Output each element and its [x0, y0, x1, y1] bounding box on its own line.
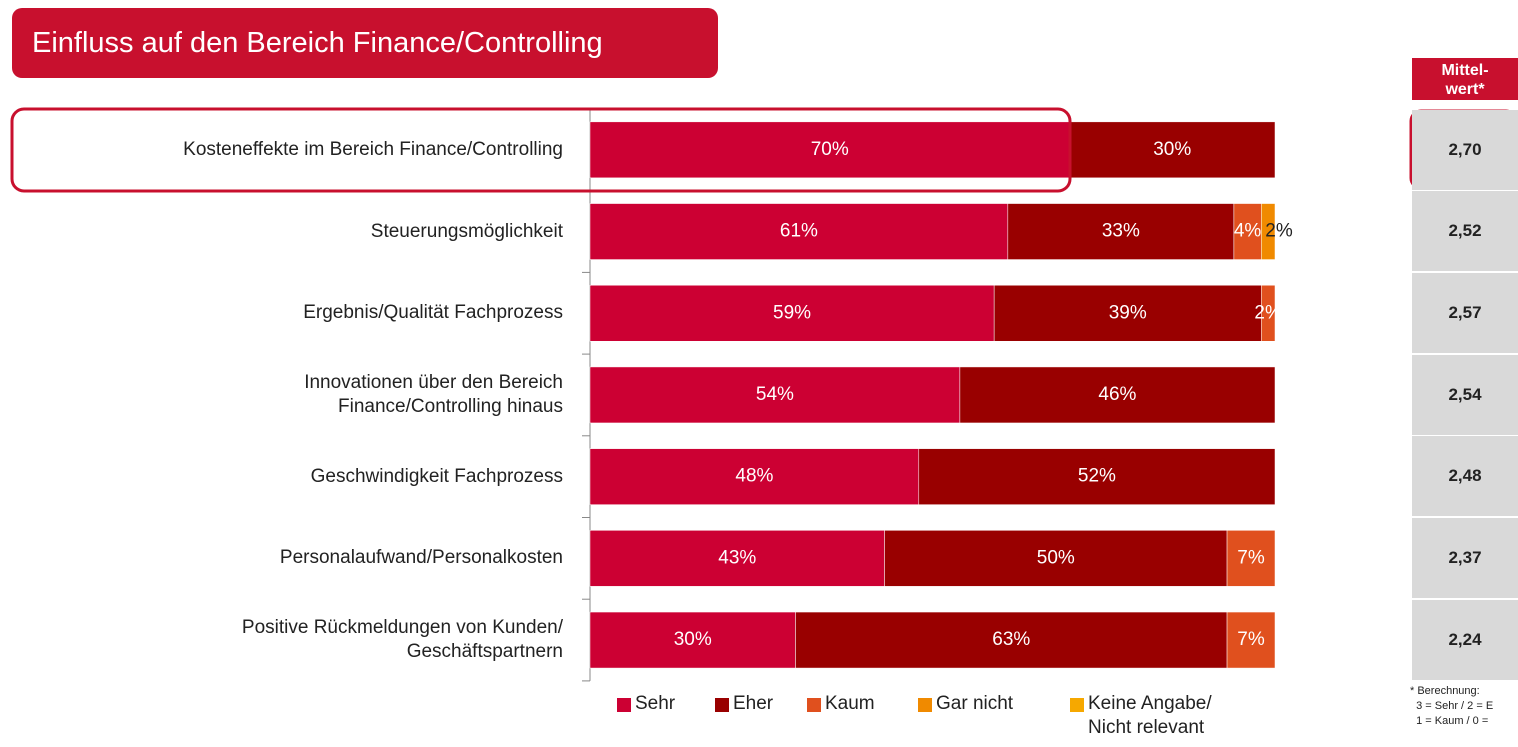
- bar-segment: [589, 611, 796, 669]
- category-label: Steuerungsmöglichkeit: [370, 220, 563, 242]
- mean-value: 2,52: [1412, 191, 1518, 272]
- legend-label: Sehr: [635, 693, 676, 714]
- bar-value-label: 48%: [735, 466, 773, 487]
- bar-segment: [1226, 611, 1276, 669]
- legend-label: Gar nicht: [936, 693, 1014, 714]
- bar-value-label: 30%: [1153, 139, 1191, 160]
- category-label: Ergebnis/Qualität Fachprozess: [303, 302, 563, 324]
- bar-segment: [589, 121, 1070, 179]
- bar-segment: [589, 285, 995, 342]
- footnote: * Berechnung:: [1410, 685, 1480, 697]
- bar-value-label: 39%: [1109, 302, 1147, 323]
- bar-value-label: 59%: [773, 302, 811, 323]
- bar-segment: [589, 366, 961, 424]
- bar-segment: [589, 448, 920, 505]
- bar-value-label: 50%: [1037, 547, 1075, 568]
- bar-segment: [795, 611, 1228, 669]
- category-label: Personalaufwand/Personalkosten: [279, 547, 563, 569]
- bar-segment: [589, 530, 885, 587]
- bar-value-label: 63%: [992, 629, 1030, 650]
- bar-value-label: 2%: [1254, 302, 1282, 323]
- mean-value: 2,70: [1412, 109, 1518, 190]
- bar-segment: [1233, 203, 1262, 260]
- bar-segment: [884, 530, 1228, 587]
- bar-value-label: 7%: [1237, 629, 1265, 650]
- bar-value-label: 7%: [1237, 547, 1265, 568]
- bar-segment: [993, 285, 1262, 342]
- mean-header: Mittel- wert*: [1412, 58, 1518, 100]
- footnote: 1 = Kaum / 0 =: [1410, 715, 1489, 727]
- chart-title: Einfluss auf den Bereich Finance/Control…: [12, 8, 718, 78]
- mean-value: 2,54: [1412, 354, 1518, 435]
- legend-label: Keine Angabe/ Nicht relevant: [1088, 693, 1212, 738]
- category-label: Innovationen über den Bereich Finance/Co…: [304, 371, 563, 417]
- legend-swatch: [807, 698, 821, 712]
- legend-swatch: [715, 698, 729, 712]
- bar-segment: [1261, 285, 1276, 342]
- bar-value-label: 33%: [1102, 221, 1140, 242]
- category-label: Positive Rückmeldungen von Kunden/ Gesch…: [241, 617, 563, 663]
- bar-segment: [959, 366, 1276, 424]
- footnote: 3 = Sehr / 2 = E: [1410, 700, 1494, 712]
- bar-value-label: 70%: [811, 139, 849, 160]
- bar-value-label: 46%: [1098, 384, 1136, 405]
- mean-value: 2,37: [1412, 518, 1518, 599]
- category-label: Geschwindigkeit Fachprozess: [310, 465, 563, 487]
- bar-value-label: 52%: [1078, 466, 1116, 487]
- bar-segment: [918, 448, 1276, 505]
- bar-value-label: 61%: [780, 221, 818, 242]
- category-label: Kosteneffekte im Bereich Finance/Control…: [183, 138, 563, 160]
- bar-value-label: 2%: [1265, 221, 1293, 242]
- bar-value-label: 30%: [674, 629, 712, 650]
- bar-value-label: 4%: [1234, 221, 1262, 242]
- bar-value-label: 54%: [756, 384, 794, 405]
- highlight-outline: [10, 107, 1072, 193]
- mean-value: 2,48: [1412, 436, 1518, 517]
- bar-segment: [589, 203, 1009, 260]
- legend-swatch: [918, 698, 932, 712]
- legend-swatch: [617, 698, 631, 712]
- bar-segment: [1261, 203, 1276, 260]
- bar-value-label: 43%: [718, 547, 756, 568]
- mean-value: 2,24: [1412, 599, 1518, 680]
- bar-segment: [1226, 530, 1276, 587]
- legend-label: Kaum: [825, 693, 875, 714]
- mean-value: 2,57: [1412, 272, 1518, 354]
- legend-label: Eher: [733, 693, 774, 714]
- legend-swatch: [1070, 698, 1084, 712]
